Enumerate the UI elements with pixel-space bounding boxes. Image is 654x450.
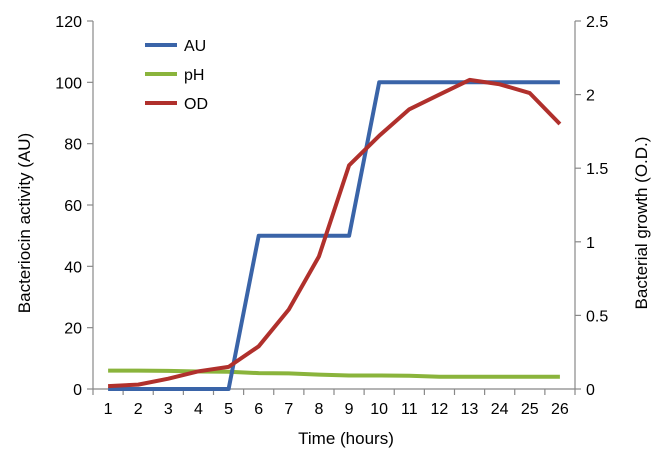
x-tick-label: 5 <box>224 401 233 418</box>
y-right-tick-label: 0 <box>586 382 595 399</box>
legend-label-au: AU <box>184 38 206 55</box>
x-tick-label: 13 <box>461 401 479 418</box>
y-right-tick-label: 1 <box>586 235 595 252</box>
x-axis-title: Time (hours) <box>298 429 394 448</box>
y-left-tick-label: 60 <box>64 198 82 215</box>
x-tick-label: 3 <box>164 401 173 418</box>
x-tick-label: 12 <box>431 401 449 418</box>
x-tick-label: 11 <box>401 401 418 418</box>
x-tick-label: 4 <box>194 401 203 418</box>
series-line-od <box>108 77 562 389</box>
y-right-tick-label: 2.5 <box>586 14 608 31</box>
y-left-tick-label: 20 <box>64 321 82 338</box>
x-tick-label: 24 <box>491 401 509 418</box>
x-tick-label: 7 <box>284 401 293 418</box>
legend: AU pH OD <box>145 38 208 113</box>
y-right-tick-label: 2 <box>586 88 595 105</box>
left-axis-ticks: 0 20 40 60 80 100 120 <box>55 14 93 399</box>
x-tick-label: 26 <box>551 401 569 418</box>
y-left-tick-label: 0 <box>73 382 82 399</box>
x-tick-label: 25 <box>521 401 539 418</box>
x-axis-ticks: 1 2 3 4 5 6 7 8 9 10 11 12 13 24 25 26 <box>92 389 576 418</box>
series-lines <box>108 77 562 391</box>
x-tick-label: 10 <box>370 401 388 418</box>
right-axis-ticks: 0 0.5 1 1.5 2 2.5 <box>575 14 608 399</box>
series-line-ph <box>108 368 560 379</box>
series-line-au <box>108 80 560 391</box>
x-tick-label: 2 <box>134 401 143 418</box>
x-tick-label: 6 <box>254 401 263 418</box>
y-right-tick-label: 0.5 <box>586 308 608 325</box>
y-left-tick-label: 100 <box>55 75 82 92</box>
y-axis-left-title: Bacteriocin activity (AU) <box>15 133 34 313</box>
y-right-tick-label: 1.5 <box>586 161 608 178</box>
legend-label-od: OD <box>184 96 208 113</box>
x-tick-label: 9 <box>345 401 354 418</box>
y-axis-right-title: Bacterial growth (O.D.) <box>632 137 651 310</box>
y-left-tick-label: 120 <box>55 14 82 31</box>
x-tick-label: 8 <box>314 401 323 418</box>
y-left-tick-label: 80 <box>64 137 82 154</box>
y-left-tick-label: 40 <box>64 259 82 276</box>
legend-label-ph: pH <box>184 67 204 84</box>
x-tick-label: 1 <box>104 401 113 418</box>
